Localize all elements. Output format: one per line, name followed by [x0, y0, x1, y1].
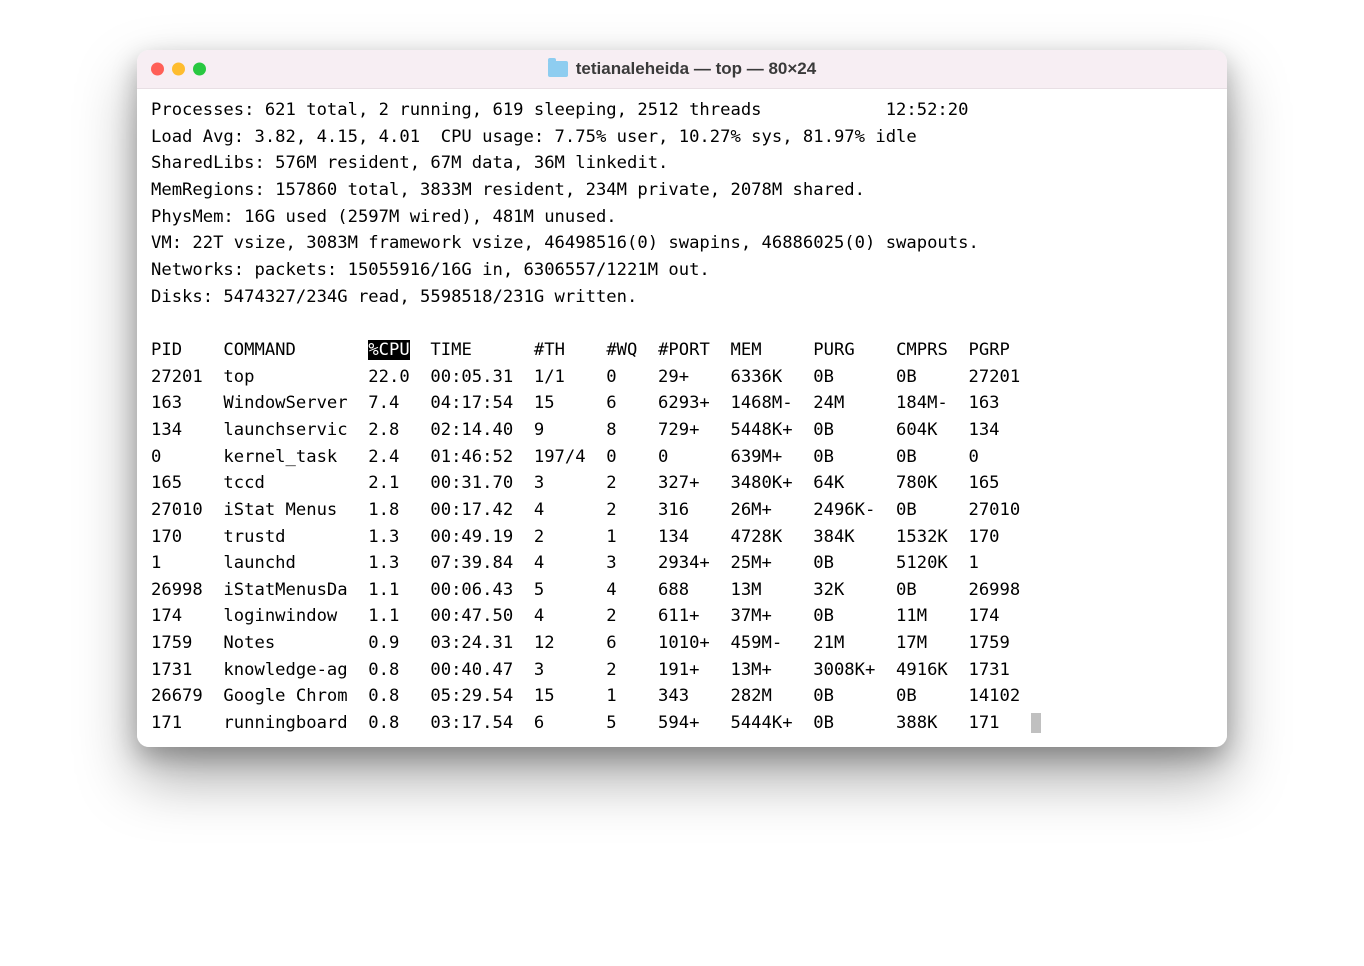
terminal-body[interactable]: Processes: 621 total, 2 running, 619 sle… [137, 89, 1227, 747]
window-title: tetianaleheida — top — 80×24 [576, 59, 816, 79]
process-row[interactable]: 0 kernel_task 2.4 01:46:52 197/4 0 0 639… [151, 447, 1031, 467]
minimize-button[interactable] [172, 63, 185, 76]
sort-column-header[interactable]: %CPU [368, 340, 409, 360]
process-row[interactable]: 174 loginwindow 1.1 00:47.50 4 2 611+ 37… [151, 606, 1031, 626]
process-row[interactable]: 26679 Google Chrom 0.8 05:29.54 15 1 343… [151, 686, 1031, 706]
header-line: Disks: 5474327/234G read, 5598518/231G w… [151, 287, 637, 307]
header-line: Processes: 621 total, 2 running, 619 sle… [151, 100, 968, 120]
process-row[interactable]: 165 tccd 2.1 00:31.70 3 2 327+ 3480K+ 64… [151, 473, 1031, 493]
header-line: SharedLibs: 576M resident, 67M data, 36M… [151, 153, 668, 173]
process-row[interactable]: 27201 top 22.0 00:05.31 1/1 0 29+ 6336K … [151, 367, 1031, 387]
process-row[interactable]: 1 launchd 1.3 07:39.84 4 3 2934+ 25M+ 0B… [151, 553, 1031, 573]
process-row[interactable]: 170 trustd 1.3 00:49.19 2 1 134 4728K 38… [151, 527, 1031, 547]
column-headers[interactable]: PID COMMAND %CPU TIME #TH #WQ #PORT MEM … [151, 340, 1031, 360]
header-line: VM: 22T vsize, 3083M framework vsize, 46… [151, 233, 979, 253]
process-row[interactable]: 26998 iStatMenusDa 1.1 00:06.43 5 4 688 … [151, 580, 1031, 600]
header-line: Load Avg: 3.82, 4.15, 4.01 CPU usage: 7.… [151, 127, 917, 147]
process-row[interactable]: 1731 knowledge-ag 0.8 00:40.47 3 2 191+ … [151, 660, 1031, 680]
traffic-lights [151, 63, 206, 76]
process-row[interactable]: 27010 iStat Menus 1.8 00:17.42 4 2 316 2… [151, 500, 1031, 520]
terminal-cursor [1031, 713, 1041, 733]
window-title-wrap: tetianaleheida — top — 80×24 [548, 59, 816, 79]
process-row[interactable]: 1759 Notes 0.9 03:24.31 12 6 1010+ 459M-… [151, 633, 1031, 653]
header-line: MemRegions: 157860 total, 3833M resident… [151, 180, 865, 200]
header-line: Networks: packets: 15055916/16G in, 6306… [151, 260, 710, 280]
folder-icon [548, 61, 568, 77]
titlebar[interactable]: tetianaleheida — top — 80×24 [137, 50, 1227, 89]
process-row[interactable]: 134 launchservic 2.8 02:14.40 9 8 729+ 5… [151, 420, 1031, 440]
process-row[interactable]: 163 WindowServer 7.4 04:17:54 15 6 6293+… [151, 393, 1031, 413]
process-row[interactable]: 171 runningboard 0.8 03:17.54 6 5 594+ 5… [151, 713, 1041, 733]
header-line: PhysMem: 16G used (2597M wired), 481M un… [151, 207, 617, 227]
terminal-window: tetianaleheida — top — 80×24 Processes: … [137, 50, 1227, 747]
zoom-button[interactable] [193, 63, 206, 76]
close-button[interactable] [151, 63, 164, 76]
